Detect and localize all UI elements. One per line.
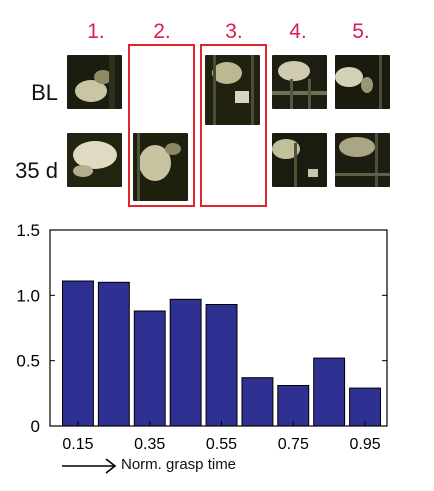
bar-0.65: [241, 377, 274, 427]
y-ticks-group: 0 0.5 1.0 1.5: [16, 221, 387, 436]
x-tick-label: 0.35: [134, 436, 165, 450]
bar-0.25: [97, 281, 130, 427]
bar-0.45: [169, 298, 202, 427]
step-label-2: 2.: [153, 20, 171, 43]
x-tick-label: 0.95: [349, 436, 380, 450]
step-label-4: 4.: [289, 20, 307, 43]
x-axis-label: Norm. grasp time: [121, 456, 237, 473]
x-tick-label: 0.55: [206, 436, 237, 450]
arrow-icon: [62, 458, 117, 474]
bar-0.15: [62, 280, 94, 427]
bar-0.55: [205, 304, 238, 427]
bar-0.85: [313, 357, 346, 427]
frame-35d-step-5: [335, 133, 390, 187]
y-tick-label: 1.5: [16, 221, 40, 240]
bars-group: [62, 280, 382, 427]
step-label-5: 5.: [352, 20, 370, 43]
row-label-bl: BL: [31, 80, 58, 105]
y-tick-label: 0.5: [16, 352, 40, 371]
x-tick-label: 0.75: [278, 436, 309, 450]
frame-bl-step-3: [205, 55, 260, 125]
x-ticks-group: 0.15 0.35 0.55 0.75 0.95: [62, 421, 381, 450]
frame-bl-step-4: [272, 55, 327, 109]
bar-0.35: [133, 310, 166, 427]
frame-35d-step-1: [67, 133, 122, 187]
step-label-1: 1.: [87, 20, 105, 43]
y-tick-label: 1.0: [16, 286, 40, 305]
frame-bl-step-1: [67, 55, 122, 109]
frame-35d-step-2: [133, 133, 188, 201]
y-tick-label: 0: [31, 417, 40, 436]
bar-0.95: [349, 387, 382, 427]
bar-0.75: [277, 385, 310, 427]
frame-bl-step-5: [335, 55, 390, 109]
row-label-35d: 35 d: [15, 158, 58, 183]
step-label-3: 3.: [225, 20, 243, 43]
axes-frame: [49, 229, 388, 427]
frame-35d-step-4: [272, 133, 327, 187]
x-tick-label: 0.15: [62, 436, 93, 450]
highlight-box-step-3: [200, 44, 267, 207]
grasp-time-bar-chart: 0 0.5 1.0 1.5 0.15 0.35 0.55 0.75 0.95: [16, 221, 388, 450]
highlight-box-step-2: [128, 44, 195, 207]
